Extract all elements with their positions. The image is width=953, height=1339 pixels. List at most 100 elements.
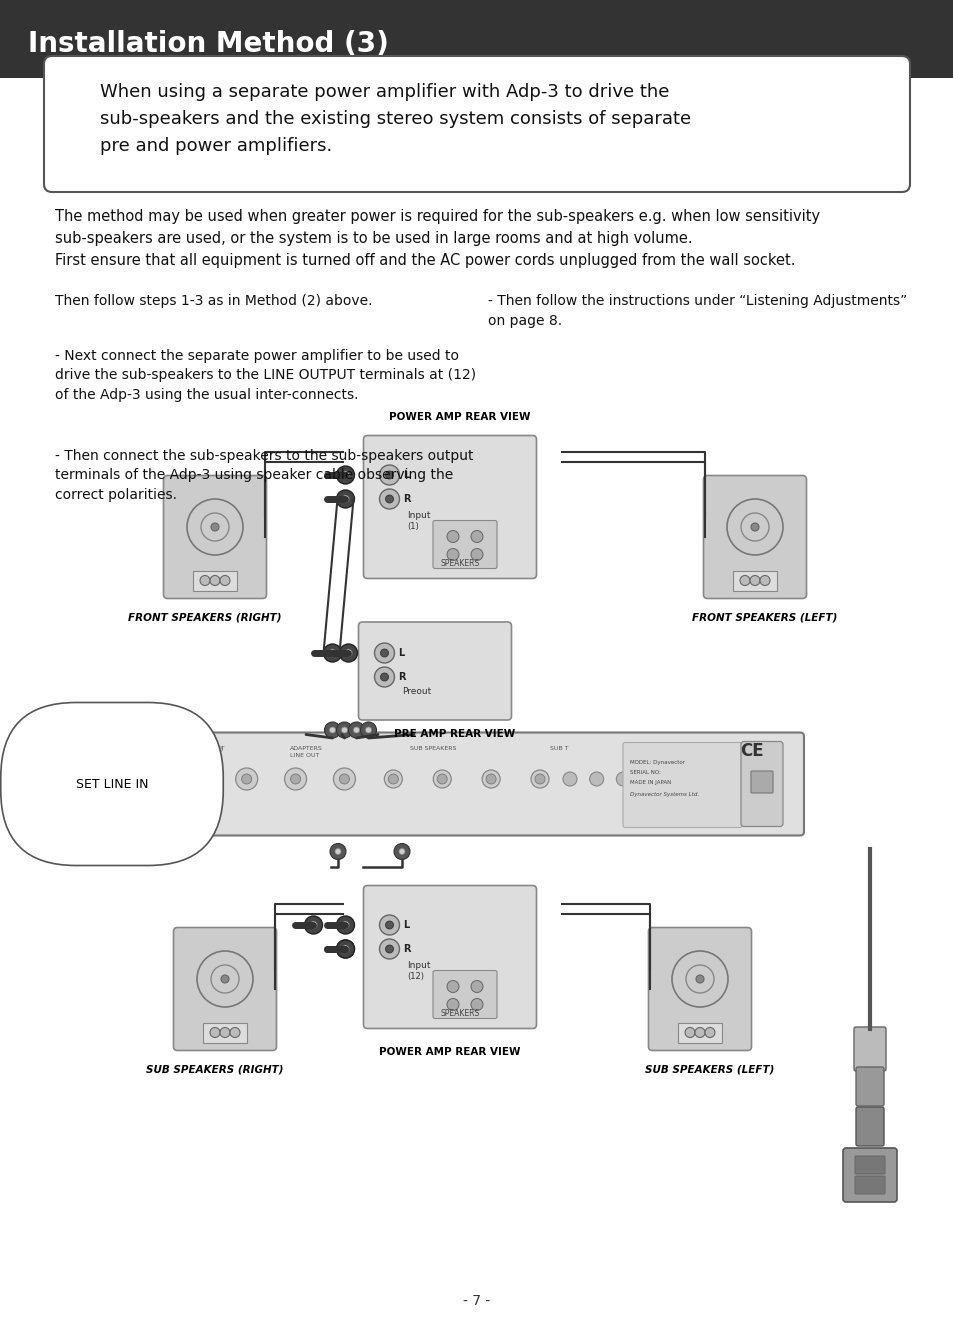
Circle shape — [187, 769, 209, 790]
Text: POWER AMP REAR VIEW: POWER AMP REAR VIEW — [379, 1047, 520, 1056]
Text: SUB SPEAKERS (RIGHT): SUB SPEAKERS (RIGHT) — [146, 1065, 283, 1074]
Circle shape — [344, 649, 352, 657]
Text: - Then connect the sub-speakers to the sub-speakers output
terminals of the Adp-: - Then connect the sub-speakers to the s… — [55, 449, 473, 502]
Text: When using a separate power amplifier with Adp-3 to drive the
sub-speakers and t: When using a separate power amplifier wi… — [100, 83, 690, 155]
Circle shape — [695, 1027, 704, 1038]
Circle shape — [398, 849, 405, 854]
Circle shape — [329, 727, 335, 732]
Circle shape — [379, 465, 399, 485]
Text: Dynavector Systems Ltd.: Dynavector Systems Ltd. — [629, 791, 699, 797]
Circle shape — [336, 490, 355, 507]
Circle shape — [750, 524, 759, 532]
Circle shape — [385, 945, 393, 953]
FancyBboxPatch shape — [433, 521, 497, 569]
FancyBboxPatch shape — [622, 743, 741, 828]
Text: FRONT SPEAKERS (LEFT): FRONT SPEAKERS (LEFT) — [692, 612, 837, 623]
Circle shape — [447, 549, 458, 561]
Circle shape — [384, 770, 402, 787]
Circle shape — [471, 980, 482, 992]
Text: R: R — [403, 494, 411, 503]
Circle shape — [284, 769, 306, 790]
Circle shape — [486, 774, 496, 785]
Circle shape — [433, 770, 451, 787]
Circle shape — [535, 774, 544, 785]
FancyBboxPatch shape — [702, 475, 805, 599]
Circle shape — [385, 921, 393, 929]
Circle shape — [760, 576, 769, 585]
Circle shape — [323, 644, 341, 661]
Text: PRE AMP REAR VIEW: PRE AMP REAR VIEW — [394, 728, 515, 739]
Text: SUB T: SUB T — [550, 747, 568, 751]
Circle shape — [642, 773, 657, 786]
Circle shape — [241, 774, 252, 785]
Text: Input: Input — [407, 510, 431, 520]
Text: FRONT SPEAKERS (RIGHT): FRONT SPEAKERS (RIGHT) — [128, 612, 281, 623]
Circle shape — [375, 667, 395, 687]
Circle shape — [365, 727, 371, 732]
Circle shape — [471, 999, 482, 1011]
Circle shape — [704, 1027, 714, 1038]
FancyBboxPatch shape — [740, 742, 782, 826]
FancyBboxPatch shape — [358, 623, 511, 720]
Circle shape — [339, 644, 357, 661]
Circle shape — [380, 674, 388, 682]
Circle shape — [339, 774, 349, 785]
FancyBboxPatch shape — [173, 928, 276, 1051]
Circle shape — [211, 524, 219, 532]
Text: (1): (1) — [407, 522, 418, 532]
Text: - Next connect the separate power amplifier to be used to
drive the sub-speakers: - Next connect the separate power amplif… — [55, 349, 476, 402]
FancyBboxPatch shape — [44, 56, 909, 191]
Circle shape — [304, 916, 322, 935]
Text: Installation Method (3): Installation Method (3) — [28, 29, 389, 58]
Text: L: L — [398, 648, 404, 657]
Circle shape — [341, 727, 347, 732]
Circle shape — [379, 489, 399, 509]
Circle shape — [341, 495, 349, 503]
Text: - 7 -: - 7 - — [463, 1293, 490, 1308]
FancyBboxPatch shape — [363, 885, 536, 1028]
Text: Input: Input — [407, 960, 431, 969]
Bar — [193, 570, 236, 590]
Circle shape — [589, 773, 603, 786]
Circle shape — [220, 576, 230, 585]
Circle shape — [360, 722, 376, 738]
Circle shape — [749, 576, 760, 585]
Circle shape — [471, 530, 482, 542]
Circle shape — [328, 649, 336, 657]
Circle shape — [388, 774, 398, 785]
Bar — [0, 0, 953, 78]
Text: Preout: Preout — [402, 687, 432, 695]
Circle shape — [616, 773, 630, 786]
Text: L: L — [403, 470, 410, 479]
Text: Then follow steps 1-3 as in Method (2) above.: Then follow steps 1-3 as in Method (2) a… — [55, 295, 372, 308]
Circle shape — [385, 471, 393, 479]
Circle shape — [562, 773, 577, 786]
Circle shape — [379, 915, 399, 935]
Text: The method may be used when greater power is required for the sub-speakers e.g. : The method may be used when greater powe… — [55, 209, 820, 268]
Text: SUB SPEAKERS (LEFT): SUB SPEAKERS (LEFT) — [644, 1065, 774, 1074]
Circle shape — [471, 549, 482, 561]
FancyBboxPatch shape — [855, 1067, 883, 1106]
Circle shape — [144, 774, 153, 785]
Text: MADE IN JAPAN: MADE IN JAPAN — [629, 781, 671, 785]
Circle shape — [380, 649, 388, 657]
Circle shape — [354, 727, 359, 732]
Text: SPEAKERS: SPEAKERS — [440, 560, 479, 569]
Circle shape — [210, 1027, 220, 1038]
FancyBboxPatch shape — [433, 971, 497, 1019]
Circle shape — [309, 921, 317, 929]
FancyBboxPatch shape — [363, 435, 536, 578]
FancyBboxPatch shape — [855, 1107, 883, 1146]
Text: SERIAL NO:: SERIAL NO: — [629, 770, 660, 775]
FancyBboxPatch shape — [854, 1176, 884, 1194]
Circle shape — [436, 774, 447, 785]
Text: - Then follow the instructions under “Listening Adjustments”
on page 8.: - Then follow the instructions under “Li… — [488, 295, 906, 328]
Circle shape — [89, 769, 111, 790]
Circle shape — [336, 940, 355, 957]
Bar — [678, 1023, 721, 1043]
Circle shape — [324, 722, 340, 738]
Circle shape — [375, 643, 395, 663]
Text: (12): (12) — [407, 972, 424, 981]
Circle shape — [740, 576, 749, 585]
Text: ADAPTERS
LINE OUT: ADAPTERS LINE OUT — [290, 747, 322, 758]
